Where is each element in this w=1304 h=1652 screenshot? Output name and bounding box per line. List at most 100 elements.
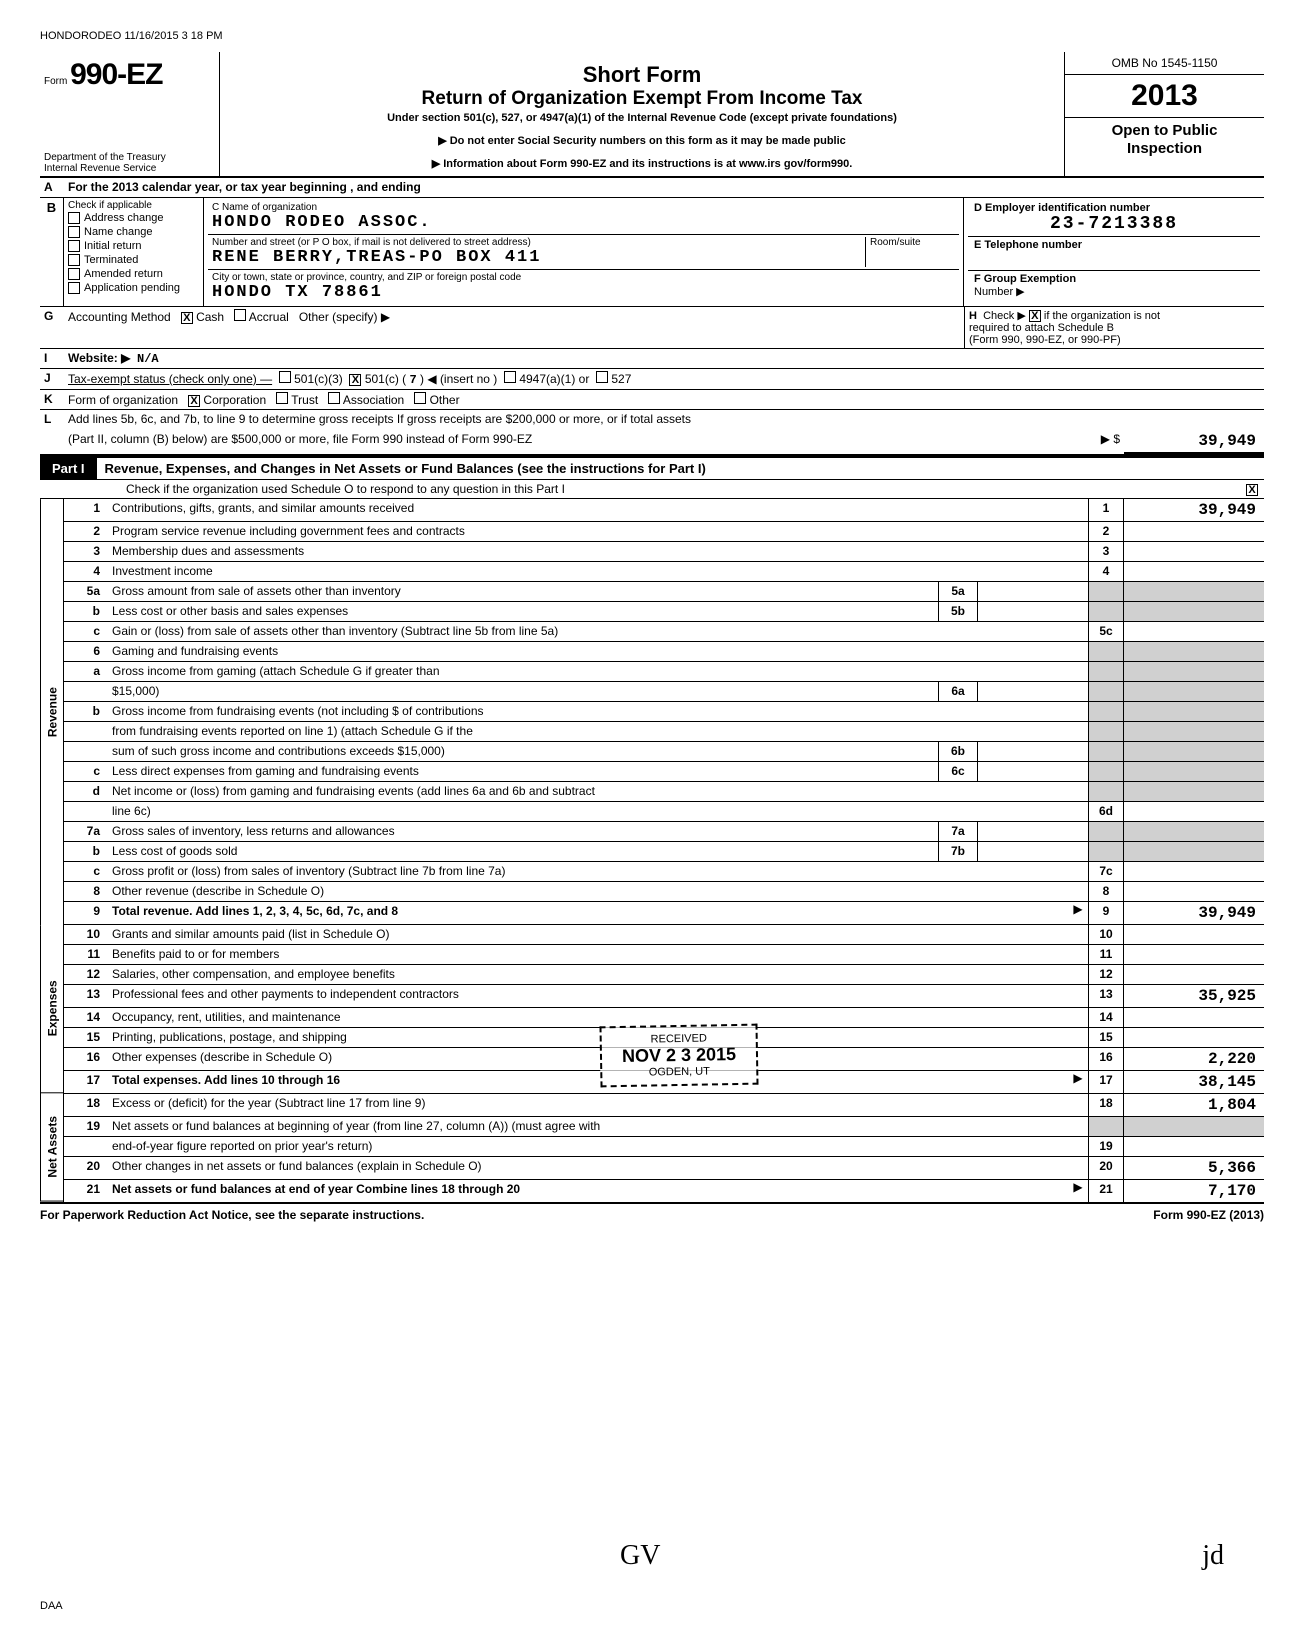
- table-row: 6Gaming and fundraising events: [64, 642, 1264, 662]
- table-row: 5aGross amount from sale of assets other…: [64, 582, 1264, 602]
- schedule-o-row: Check if the organization used Schedule …: [40, 480, 1264, 499]
- chk-527[interactable]: [596, 371, 608, 383]
- check-label: Check if applicable: [68, 200, 199, 211]
- h-check-label: Check ▶: [983, 310, 1026, 322]
- part1-label: Part I: [40, 458, 97, 479]
- h-text2: if the organization is not: [1044, 310, 1160, 322]
- dept-irs: Internal Revenue Service: [44, 163, 215, 174]
- open-public-1: Open to Public: [1069, 122, 1260, 140]
- city-label: City or town, state or province, country…: [212, 272, 955, 283]
- table-row: line 6c)6d: [64, 802, 1264, 822]
- lbl-association: Association: [343, 393, 404, 407]
- chk-amended[interactable]: [68, 268, 80, 280]
- table-row: 16Other expenses (describe in Schedule O…: [64, 1048, 1264, 1071]
- schedule-o-text: Check if the organization used Schedule …: [46, 482, 565, 496]
- table-row: 8Other revenue (describe in Schedule O)8: [64, 882, 1264, 902]
- website-value: N/A: [137, 352, 159, 366]
- chk-501c[interactable]: [349, 374, 361, 386]
- lbl-527: 527: [611, 372, 631, 386]
- group-ex-number: Number ▶: [974, 285, 1254, 298]
- city-value: HONDO TX 78861: [212, 283, 955, 302]
- table-row: $15,000)6a: [64, 682, 1264, 702]
- chk-501c3[interactable]: [279, 371, 291, 383]
- table-row: 10Grants and similar amounts paid (list …: [64, 925, 1264, 945]
- lbl-cash: Cash: [196, 310, 224, 324]
- dept-treasury: Department of the Treasury: [44, 152, 215, 163]
- chk-cash[interactable]: [181, 312, 193, 324]
- table-row: bLess cost or other basis and sales expe…: [64, 602, 1264, 622]
- line-a-text: For the 2013 calendar year, or tax year …: [64, 178, 1264, 197]
- check-applicable: Check if applicable Address change Name …: [64, 198, 204, 306]
- table-row: 18Excess or (deficit) for the year (Subt…: [64, 1094, 1264, 1117]
- lbl-501c3: 501(c)(3): [294, 372, 343, 386]
- form-org-label: Form of organization: [68, 393, 178, 407]
- line-g: G Accounting Method Cash Accrual Other (…: [40, 307, 1264, 349]
- footer-right: Form 990-EZ (2013): [1153, 1208, 1264, 1222]
- side-expenses: Expenses: [40, 925, 64, 1093]
- group-ex-label: F Group Exemption: [974, 273, 1254, 285]
- chk-trust[interactable]: [276, 392, 288, 404]
- line-j: J Tax-exempt status (check only one) — 5…: [40, 369, 1264, 390]
- chk-schedule-o[interactable]: [1246, 484, 1258, 496]
- org-name-label: C Name of organization: [212, 202, 955, 213]
- right-info-col: D Employer identification number 23-7213…: [964, 198, 1264, 306]
- street-label: Number and street (or P O box, if mail i…: [212, 237, 865, 248]
- lbl-501c: 501(c) (: [365, 372, 406, 386]
- chk-4947a1[interactable]: [504, 371, 516, 383]
- line-l-2: (Part II, column (B) below) are $500,000…: [40, 430, 1264, 456]
- line-a: A For the 2013 calendar year, or tax yea…: [40, 178, 1264, 198]
- initials: GV: [620, 1540, 660, 1572]
- line-l-text2: (Part II, column (B) below) are $500,000…: [68, 432, 1101, 452]
- chk-address-change[interactable]: [68, 212, 80, 224]
- org-info-block: B Check if applicable Address change Nam…: [40, 198, 1264, 307]
- title-sub: Return of Organization Exempt From Incom…: [230, 88, 1054, 110]
- chk-association[interactable]: [328, 392, 340, 404]
- tax-status-label: Tax-exempt status (check only one) —: [68, 372, 272, 386]
- table-row: end-of-year figure reported on prior yea…: [64, 1137, 1264, 1157]
- chk-other-org[interactable]: [414, 392, 426, 404]
- lbl-address-change: Address change: [84, 212, 164, 224]
- org-name: HONDO RODEO ASSOC.: [212, 213, 955, 232]
- street-value: RENE BERRY,TREAS-PO BOX 411: [212, 248, 865, 267]
- table-row: cGross profit or (loss) from sales of in…: [64, 862, 1264, 882]
- chk-initial-return[interactable]: [68, 240, 80, 252]
- chk-name-change[interactable]: [68, 226, 80, 238]
- lbl-initial-return: Initial return: [84, 240, 141, 252]
- chk-app-pending[interactable]: [68, 282, 80, 294]
- table-row: 17Total expenses. Add lines 10 through 1…: [64, 1071, 1264, 1094]
- gross-receipts: 39,949: [1124, 430, 1264, 454]
- table-row: sum of such gross income and contributio…: [64, 742, 1264, 762]
- lbl-other-org: Other: [430, 393, 460, 407]
- lbl-4947a1: 4947(a)(1) or: [519, 372, 589, 386]
- chk-corporation[interactable]: [188, 395, 200, 407]
- org-name-block: C Name of organization HONDO RODEO ASSOC…: [204, 198, 964, 306]
- table-row: bGross income from fundraising events (n…: [64, 702, 1264, 722]
- side-net-assets: Net Assets: [40, 1093, 64, 1202]
- chk-accrual[interactable]: [234, 309, 246, 321]
- header-stamp: HONDORODEO 11/16/2015 3 18 PM: [40, 30, 1264, 42]
- chk-schedule-b[interactable]: [1029, 310, 1041, 322]
- side-revenue: Revenue: [40, 499, 64, 925]
- title-block: Short Form Return of Organization Exempt…: [220, 52, 1064, 176]
- website-label: Website: ▶: [68, 351, 130, 365]
- ein-value: 23-7213388: [974, 214, 1254, 234]
- part1-title: Revenue, Expenses, and Changes in Net As…: [105, 461, 706, 476]
- table-row: dNet income or (loss) from gaming and fu…: [64, 782, 1264, 802]
- title-under: Under section 501(c), 527, or 4947(a)(1)…: [230, 112, 1054, 124]
- form-number-box: Form 990-EZ Department of the Treasury I…: [40, 52, 220, 176]
- chk-terminated[interactable]: [68, 254, 80, 266]
- grid-body: 1Contributions, gifts, grants, and simil…: [64, 499, 1264, 1202]
- form-prefix: Form: [44, 76, 67, 87]
- lbl-corporation: Corporation: [203, 393, 266, 407]
- lbl-trust: Trust: [291, 393, 318, 407]
- table-row: bLess cost of goods sold7b: [64, 842, 1264, 862]
- lbl-accrual: Accrual: [249, 310, 289, 324]
- footer: For Paperwork Reduction Act Notice, see …: [40, 1204, 1264, 1222]
- title-arrow1: ▶ Do not enter Social Security numbers o…: [230, 134, 1054, 147]
- footer-left: For Paperwork Reduction Act Notice, see …: [40, 1208, 424, 1222]
- line-i: I Website: ▶ N/A: [40, 349, 1264, 369]
- table-row: 13Professional fees and other payments t…: [64, 985, 1264, 1008]
- lbl-name-change: Name change: [84, 226, 153, 238]
- part1-header: Part I Revenue, Expenses, and Changes in…: [40, 456, 1264, 480]
- room-label: Room/suite: [870, 237, 955, 248]
